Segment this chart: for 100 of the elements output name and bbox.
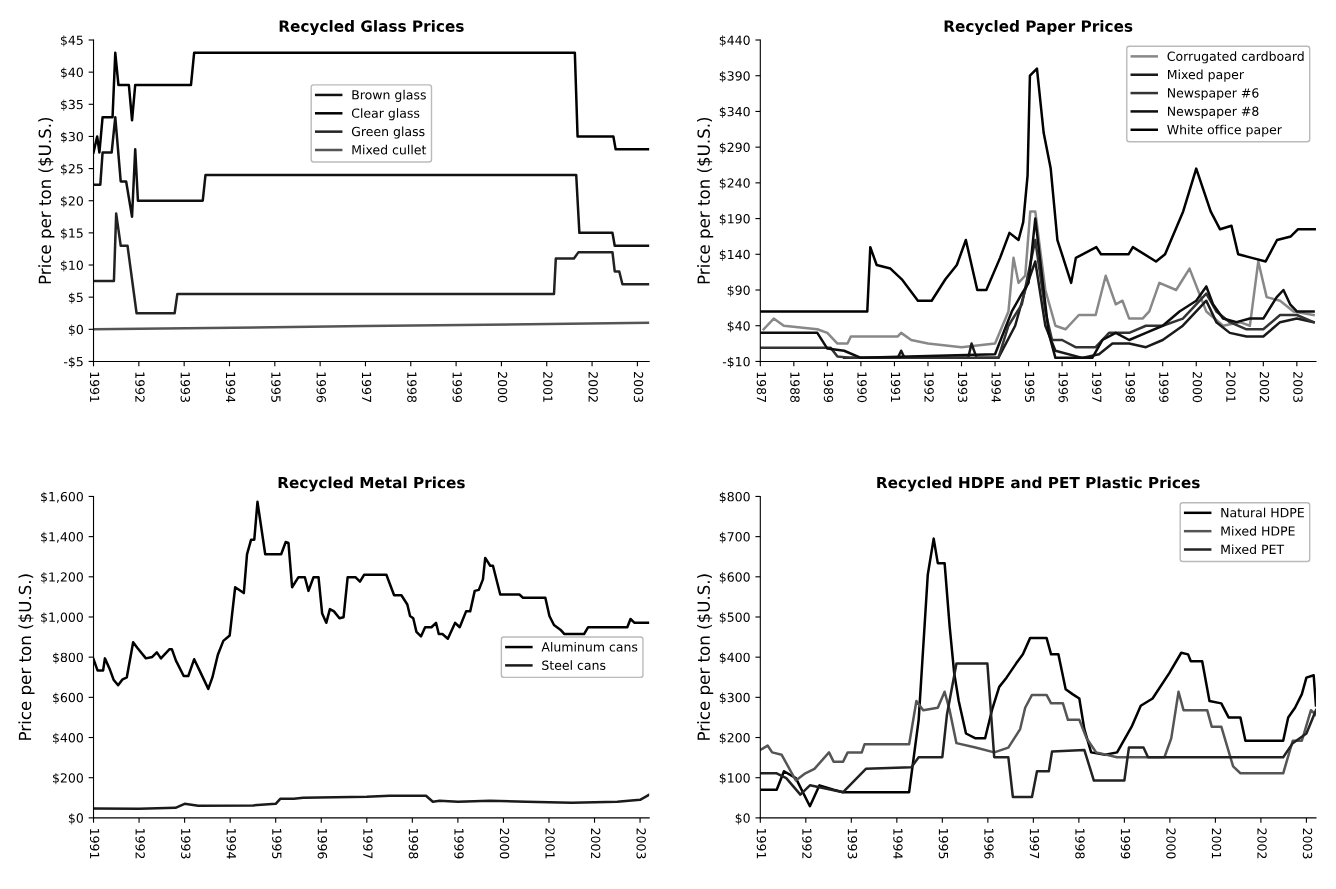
x-tick-label: 1999 [1159, 372, 1169, 403]
x-tick-label: 1995 [1024, 372, 1035, 402]
y-tick-label: $400 [53, 732, 83, 745]
x-tick-label: 1999 [1120, 828, 1131, 859]
x-tick-label: 1991 [756, 828, 767, 859]
x-tick-label: 2002 [590, 828, 601, 859]
x-tick-label: 1995 [271, 372, 281, 402]
y-tick-label: $1,400 [41, 531, 83, 544]
x-tick-label: 2002 [588, 372, 598, 402]
x-tick-label: 1998 [408, 828, 419, 859]
x-tick-label: 1995 [938, 828, 949, 859]
x-tick-label: 2003 [1293, 372, 1303, 402]
y-tick-label: $0 [68, 813, 83, 825]
y-tick-label: $800 [53, 652, 83, 664]
y-tick-label: $200 [53, 772, 83, 785]
legend-label: Steel cans [542, 660, 606, 670]
y-tick-label: -$5 [63, 356, 83, 369]
x-tick-label: 1992 [924, 372, 934, 402]
y-tick-label: $20 [60, 195, 83, 208]
x-tick-label: 2003 [633, 372, 644, 402]
y-tick-label: $25 [60, 163, 83, 176]
x-tick-label: 2003 [636, 828, 646, 859]
x-tick-label: 1997 [1029, 828, 1040, 859]
y-tick-label: $390 [719, 70, 750, 83]
y-tick-label: $1,600 [41, 491, 83, 504]
y-tick-label: $5 [68, 292, 83, 304]
y-axis-title: Price per ton ($U.S.) [38, 117, 55, 284]
x-tick-label: 1997 [1092, 372, 1102, 402]
x-tick-label: 1997 [363, 828, 373, 859]
x-tick-label: 1994 [226, 828, 236, 859]
y-tick-label: $10 [60, 260, 83, 272]
x-tick-label: 2002 [1259, 372, 1270, 402]
x-tick-label: 1989 [823, 372, 834, 403]
x-tick-label: 1993 [180, 828, 191, 859]
y-tick-label: $500 [719, 612, 750, 624]
legend-label: White office paper [1167, 124, 1282, 137]
x-tick-label: 2000 [1192, 372, 1203, 403]
x-tick-label: 1996 [1058, 372, 1068, 403]
y-tick-label: $200 [719, 732, 750, 745]
x-tick-label: 1998 [1125, 372, 1136, 403]
x-tick-label: 1991 [89, 372, 100, 402]
y-tick-label: $40 [727, 320, 750, 333]
legend-label: Mixed cullet [352, 144, 427, 155]
y-tick-label: $190 [719, 213, 750, 226]
x-tick-label: 1996 [984, 828, 994, 859]
x-tick-label: 2001 [545, 828, 555, 859]
x-tick-label: 1993 [957, 372, 968, 402]
x-tick-label: 2002 [1257, 828, 1267, 859]
y-axis-title: Price per ton ($U.S.) [697, 574, 714, 740]
x-tick-label: 2001 [1226, 372, 1236, 402]
y-axis-title: Price per ton ($U.S.) [18, 574, 35, 740]
y-tick-label: $700 [719, 531, 750, 544]
y-tick-label: $300 [719, 692, 750, 704]
legend-label: Mixed PET [1221, 544, 1285, 555]
legend-label: Newspaper #8 [1168, 106, 1259, 119]
y-tick-label: $40 [60, 67, 83, 79]
x-tick-label: 1996 [317, 828, 328, 859]
x-tick-label: 1994 [225, 372, 236, 403]
x-tick-label: 1994 [893, 828, 903, 859]
x-tick-label: 1990 [857, 372, 867, 403]
y-tick-label: $100 [719, 772, 750, 785]
y-tick-label: $140 [719, 249, 750, 261]
y-tick-label: $600 [719, 572, 750, 584]
x-tick-label: 1999 [452, 372, 462, 403]
y-tick-label: $1,200 [41, 572, 83, 584]
x-tick-label: 1998 [407, 372, 417, 403]
y-tick-label: $240 [719, 178, 750, 190]
x-tick-label: 1995 [272, 828, 282, 859]
x-tick-label: 1994 [991, 372, 1001, 403]
x-tick-label: 2000 [499, 828, 510, 859]
legend-label: Aluminum cans [541, 641, 638, 652]
x-tick-label: 1992 [135, 372, 145, 402]
y-tick-label: $0 [68, 324, 83, 336]
y-tick-label: $440 [719, 35, 750, 47]
y-tick-label: $15 [60, 228, 83, 240]
y-tick-label: $30 [60, 131, 83, 144]
x-tick-label: 1993 [847, 828, 858, 859]
y-tick-label: $290 [719, 142, 750, 154]
chart-title: Recycled HDPE and PET Plastic Prices [877, 476, 1200, 492]
y-axis-title: Price per ton ($U.S.) [697, 117, 714, 284]
x-tick-label: 2000 [497, 372, 508, 403]
chart-title: Recycled Glass Prices [279, 20, 464, 35]
x-tick-label: 2001 [543, 372, 553, 402]
legend-label: Newspaper #6 [1168, 88, 1259, 101]
x-tick-label: 1988 [790, 372, 800, 403]
y-tick-label: -$10 [722, 356, 750, 369]
y-tick-label: $1,000 [41, 612, 83, 624]
x-tick-label: 1993 [180, 372, 190, 402]
x-tick-label: 2000 [1166, 828, 1176, 859]
y-tick-label: $45 [60, 35, 83, 47]
y-tick-label: $90 [727, 285, 750, 297]
legend-label: Brown glass [352, 89, 426, 102]
chart-title: Recycled Paper Prices [944, 20, 1133, 35]
legend-label: Mixed HDPE [1221, 526, 1295, 536]
x-tick-label: 2003 [1302, 828, 1313, 859]
y-tick-label: $35 [60, 99, 83, 111]
x-tick-label: 1999 [454, 828, 464, 859]
x-tick-label: 1991 [89, 828, 100, 859]
legend-label: Mixed paper [1168, 69, 1244, 82]
y-tick-label: $600 [53, 692, 83, 704]
